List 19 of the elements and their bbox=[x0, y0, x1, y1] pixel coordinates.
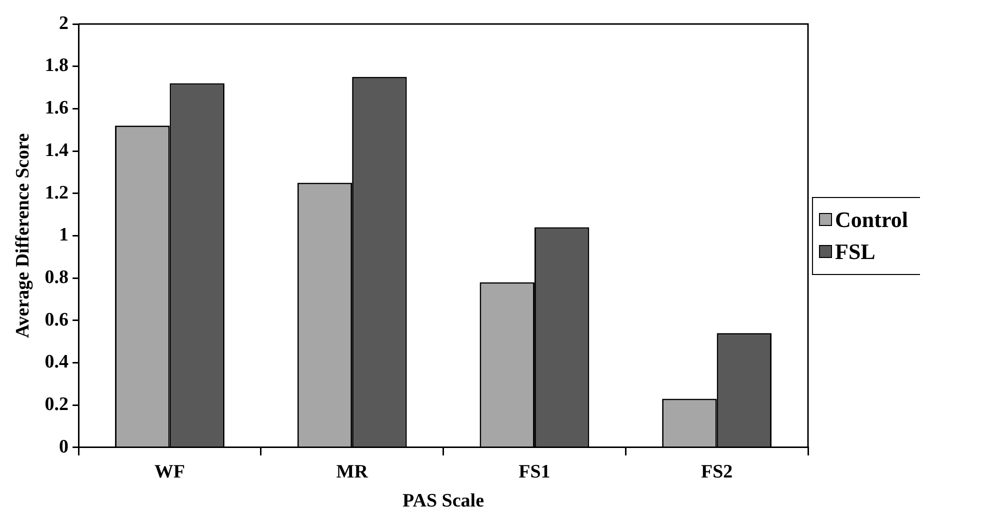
x-tick-label: WF bbox=[154, 462, 186, 483]
y-tick-label: 1.4 bbox=[44, 140, 70, 161]
x-tick-label: MR bbox=[336, 462, 368, 483]
y-tick-label: 0.8 bbox=[44, 266, 69, 288]
y-tick-label: 1 bbox=[59, 224, 69, 246]
y-tick-label: 1.8 bbox=[44, 55, 69, 76]
y-tick-label: 0.6 bbox=[44, 309, 69, 330]
y-tick-label: 1.2 bbox=[44, 182, 69, 204]
x-axis-title: PAS Scale bbox=[402, 490, 484, 512]
y-tick-label: 1.6 bbox=[44, 98, 69, 119]
y-tick-label: 0.4 bbox=[44, 352, 70, 373]
y-tick-label: 2 bbox=[59, 12, 69, 34]
x-tick-label: FS1 bbox=[518, 462, 550, 483]
y-axis-title: Average Difference Score bbox=[12, 133, 34, 338]
x-tick-label: FS2 bbox=[700, 462, 733, 483]
legend-label: Control bbox=[835, 206, 908, 234]
legend-label: FSL bbox=[835, 238, 876, 266]
y-tick-label: 0 bbox=[59, 436, 69, 458]
y-tick-label: 0.2 bbox=[44, 394, 69, 415]
